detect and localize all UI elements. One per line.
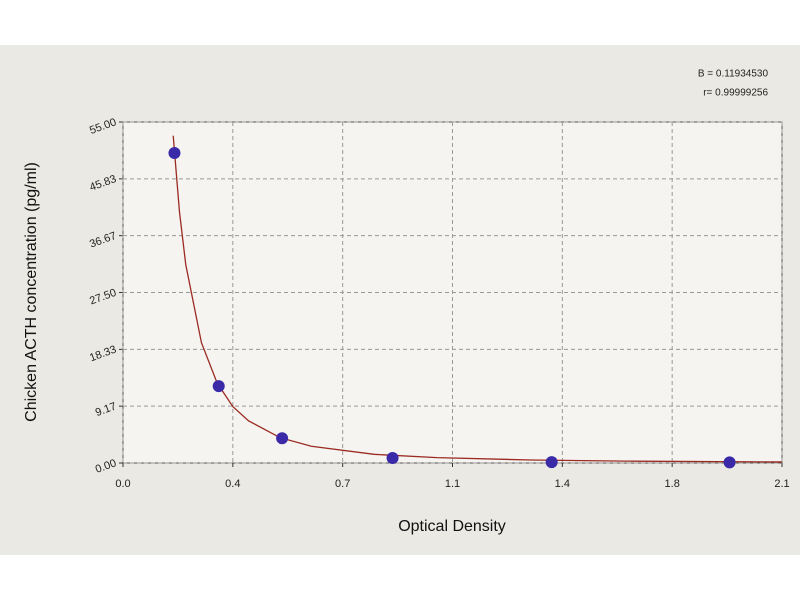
annotation: B = 0.11934530: [698, 69, 769, 80]
x-tick-label: 1.8: [665, 478, 680, 490]
x-tick-label: 1.4: [555, 478, 570, 490]
x-axis-title: Optical Density: [398, 518, 506, 535]
x-tick-label: 1.1: [445, 478, 460, 490]
data-point: [168, 147, 181, 159]
x-tick-label: 0.4: [225, 478, 240, 490]
x-tick-label: 0.0: [115, 478, 130, 490]
x-tick-label: 0.7: [335, 478, 350, 490]
data-point: [545, 456, 558, 469]
annotation: r= 0.99999256: [703, 88, 768, 99]
data-point: [386, 452, 399, 465]
data-point: [723, 456, 736, 469]
data-point: [276, 432, 289, 445]
x-tick-label: 2.1: [774, 478, 789, 490]
y-axis-title: Chicken ACTH concentration (pg/ml): [23, 162, 40, 422]
data-point: [212, 380, 225, 393]
fit-curve: [172, 135, 783, 463]
